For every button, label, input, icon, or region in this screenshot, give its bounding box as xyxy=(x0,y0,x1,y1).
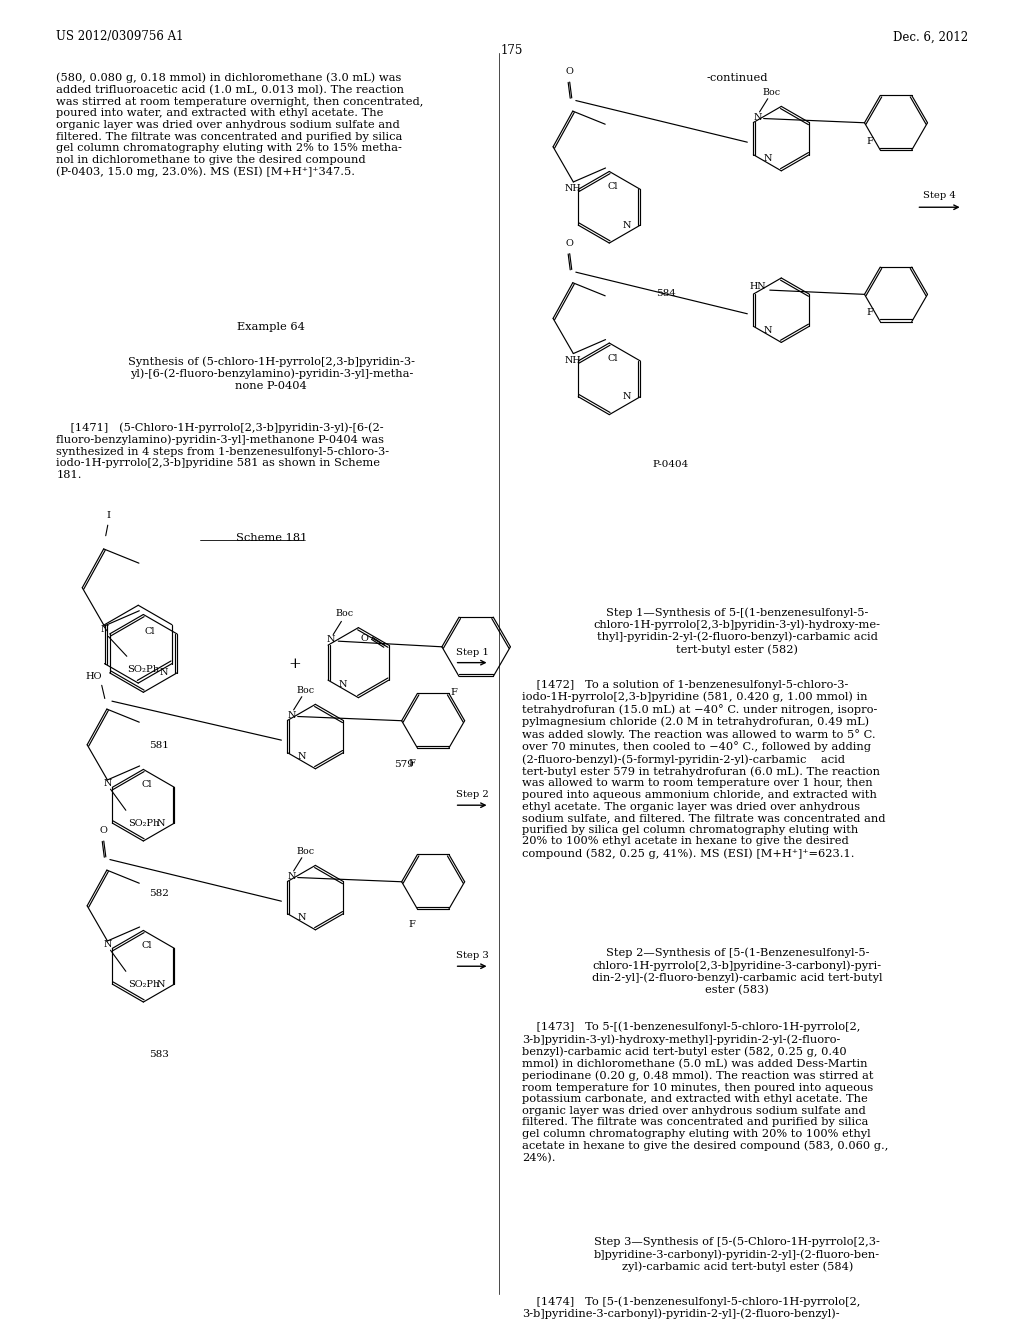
Text: SO₂Ph: SO₂Ph xyxy=(128,818,159,828)
Text: N: N xyxy=(623,220,631,230)
Text: O: O xyxy=(565,239,573,248)
Text: SO₂Ph: SO₂Ph xyxy=(128,979,159,989)
Text: -continued: -continued xyxy=(707,73,768,83)
Text: HO: HO xyxy=(85,672,101,681)
Text: Boc: Boc xyxy=(297,685,315,694)
Text: N: N xyxy=(327,635,336,644)
Text: 582: 582 xyxy=(148,890,169,898)
Text: 581: 581 xyxy=(148,742,169,750)
Text: N: N xyxy=(157,979,165,989)
Text: I: I xyxy=(106,511,111,520)
Text: Step 3—Synthesis of [5-(5-Chloro-1H-pyrrolo[2,3-
b]pyridine-3-carbonyl)-pyridin-: Step 3—Synthesis of [5-(5-Chloro-1H-pyrr… xyxy=(594,1237,881,1272)
Text: 175: 175 xyxy=(501,44,523,57)
Text: N: N xyxy=(764,326,772,335)
Text: N: N xyxy=(338,680,347,689)
Text: Example 64: Example 64 xyxy=(238,322,305,333)
Text: F: F xyxy=(409,759,416,768)
Text: N: N xyxy=(764,154,772,164)
Text: NH: NH xyxy=(565,355,582,364)
Text: O: O xyxy=(360,634,369,643)
Text: N: N xyxy=(288,871,296,880)
Text: Boc: Boc xyxy=(336,609,353,618)
Text: Cl: Cl xyxy=(141,941,152,950)
Text: F: F xyxy=(409,920,416,929)
Text: Scheme 181: Scheme 181 xyxy=(236,533,307,544)
Text: Dec. 6, 2012: Dec. 6, 2012 xyxy=(893,30,968,44)
Text: HN: HN xyxy=(750,281,766,290)
Text: 583: 583 xyxy=(148,1051,169,1059)
Text: F: F xyxy=(866,309,873,317)
Text: [1473]   To 5-[(1-benzenesulfonyl-5-chloro-1H-pyrrolo[2,
3-b]pyridin-3-yl)-hydro: [1473] To 5-[(1-benzenesulfonyl-5-chloro… xyxy=(522,1022,889,1163)
Text: NH: NH xyxy=(565,183,582,193)
Text: [1471]   (5-Chloro-1H-pyrrolo[2,3-b]pyridin-3-yl)-[6-(2-
fluoro-benzylamino)-pyr: [1471] (5-Chloro-1H-pyrrolo[2,3-b]pyridi… xyxy=(56,422,389,480)
Text: 579: 579 xyxy=(394,760,415,768)
Text: N: N xyxy=(754,112,762,121)
Text: F: F xyxy=(451,688,458,697)
Text: Cl: Cl xyxy=(607,354,617,363)
Text: Step 4: Step 4 xyxy=(923,191,955,199)
Text: Cl: Cl xyxy=(607,182,617,191)
Text: Boc: Boc xyxy=(763,87,781,96)
Text: N: N xyxy=(623,392,631,401)
Text: N: N xyxy=(160,668,168,677)
Text: [1472]   To a solution of 1-benzenesulfonyl-5-chloro-3-
iodo-1H-pyrrolo[2,3-b]py: [1472] To a solution of 1-benzenesulfony… xyxy=(522,680,886,859)
Text: [1474]   To [5-(1-benzenesulfonyl-5-chloro-1H-pyrrolo[2,
3-b]pyridine-3-carbonyl: [1474] To [5-(1-benzenesulfonyl-5-chloro… xyxy=(522,1296,860,1319)
Text: SO₂Ph: SO₂Ph xyxy=(127,665,159,675)
Text: Step 2: Step 2 xyxy=(456,791,488,799)
Text: Step 2—Synthesis of [5-(1-Benzenesulfonyl-5-
chloro-1H-pyrrolo[2,3-b]pyridine-3-: Step 2—Synthesis of [5-(1-Benzenesulfony… xyxy=(592,948,883,995)
Text: O: O xyxy=(565,67,573,77)
Text: Step 3: Step 3 xyxy=(456,952,488,960)
Text: Cl: Cl xyxy=(144,627,155,636)
Text: N: N xyxy=(157,818,165,828)
Text: Step 1: Step 1 xyxy=(456,648,488,656)
Text: N: N xyxy=(103,940,112,949)
Text: Cl: Cl xyxy=(141,780,152,789)
Text: US 2012/0309756 A1: US 2012/0309756 A1 xyxy=(56,30,184,44)
Text: N: N xyxy=(298,913,306,923)
Text: F: F xyxy=(866,137,873,145)
Text: Step 1—Synthesis of 5-[(1-benzenesulfonyl-5-
chloro-1H-pyrrolo[2,3-b]pyridin-3-y: Step 1—Synthesis of 5-[(1-benzenesulfony… xyxy=(594,607,881,655)
Text: 584: 584 xyxy=(655,289,676,297)
Text: N: N xyxy=(288,710,296,719)
Text: N: N xyxy=(298,752,306,762)
Text: +: + xyxy=(289,657,301,671)
Text: Synthesis of (5-chloro-1H-pyrrolo[2,3-b]pyridin-3-
yl)-[6-(2-fluoro-benzylamino): Synthesis of (5-chloro-1H-pyrrolo[2,3-b]… xyxy=(128,356,415,391)
Text: N: N xyxy=(100,626,109,635)
Text: Boc: Boc xyxy=(297,846,315,855)
Text: P-0404: P-0404 xyxy=(652,461,689,469)
Text: (580, 0.080 g, 0.18 mmol) in dichloromethane (3.0 mL) was
added trifluoroacetic : (580, 0.080 g, 0.18 mmol) in dichloromet… xyxy=(56,73,424,177)
Text: O: O xyxy=(99,826,108,836)
Text: N: N xyxy=(103,779,112,788)
